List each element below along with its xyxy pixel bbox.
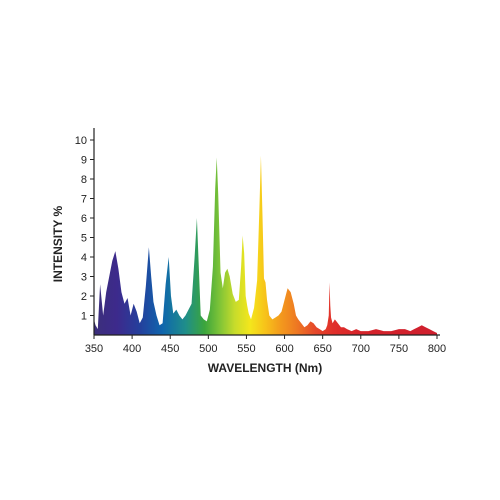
y-tick-label: 3 xyxy=(81,272,87,284)
x-axis-ticks: 350 400 450 500 550 600 650 700 750 800 xyxy=(85,335,446,355)
y-axis-title: INTENSITY % xyxy=(51,205,65,282)
axes xyxy=(93,128,440,336)
x-tick-label: 800 xyxy=(428,343,446,355)
y-tick-label: 1 xyxy=(81,311,87,323)
x-tick-label: 400 xyxy=(123,343,141,355)
y-tick-label: 5 xyxy=(81,233,87,245)
spectrum-area-0 xyxy=(94,155,437,335)
y-tick-label: 7 xyxy=(81,194,87,206)
x-tick-label: 600 xyxy=(275,343,293,355)
x-tick-label: 700 xyxy=(352,343,370,355)
x-axis-title: WAVELENGTH (Nm) xyxy=(208,361,322,375)
y-tick-label: 10 xyxy=(75,135,87,147)
y-tick-label: 9 xyxy=(81,155,87,167)
x-tick-label: 450 xyxy=(161,343,179,355)
y-tick-label: 4 xyxy=(81,252,87,264)
y-axis-ticks: 1 2 3 4 5 6 7 8 9 10 xyxy=(75,135,94,323)
y-tick-label: 8 xyxy=(81,174,87,186)
y-tick-label: 2 xyxy=(81,291,87,303)
x-tick-label: 650 xyxy=(313,343,331,355)
y-tick-label: 6 xyxy=(81,213,87,225)
plot-area xyxy=(94,155,437,335)
x-tick-label: 500 xyxy=(199,343,217,355)
x-tick-label: 350 xyxy=(85,343,103,355)
x-tick-label: 750 xyxy=(390,343,408,355)
x-tick-label: 550 xyxy=(237,343,255,355)
